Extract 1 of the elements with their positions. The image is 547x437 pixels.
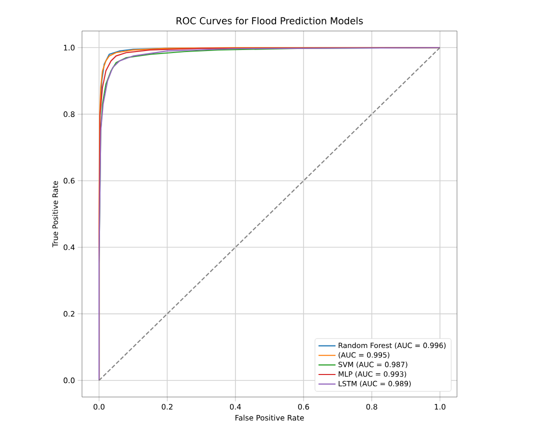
chart-title: ROC Curves for Flood Prediction Models bbox=[176, 17, 363, 24]
